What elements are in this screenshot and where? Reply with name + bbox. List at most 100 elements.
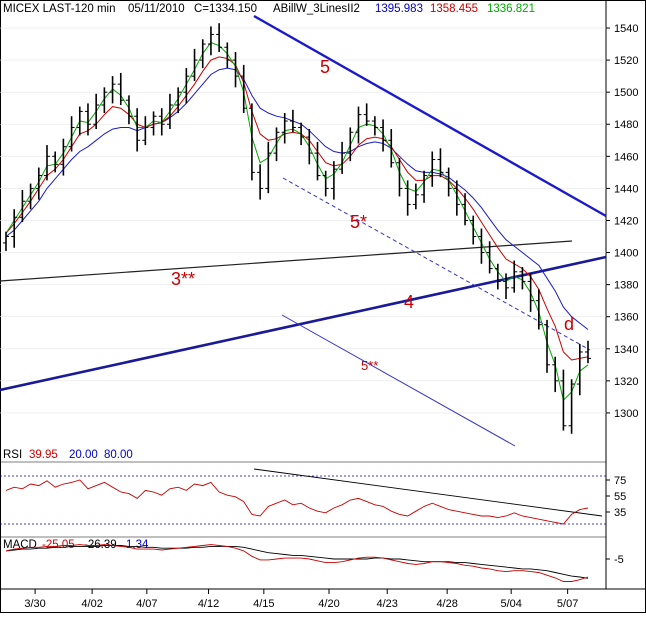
price-bar bbox=[552, 356, 559, 393]
time-tick-label: 4/12 bbox=[198, 598, 219, 610]
time-axis-ticks: 3/30 4/02 4/07 4/12 4/15 4/20 4/23 4/28 5/04 5/07 bbox=[24, 589, 578, 610]
price-tick-label: 1540 bbox=[614, 23, 638, 35]
time-tick-label: 4/23 bbox=[376, 598, 397, 610]
price-bar bbox=[166, 93, 173, 130]
price-bar bbox=[84, 103, 91, 136]
price-bar bbox=[60, 138, 67, 176]
rsi-tick-label: 55 bbox=[614, 491, 626, 503]
time-tick-label: 4/07 bbox=[136, 598, 157, 610]
price-bar bbox=[117, 72, 124, 105]
macd-series bbox=[5, 544, 589, 582]
rsi-axis-ticks: 35 55 75 bbox=[606, 475, 626, 519]
chart-title: MICEX LAST-120 min bbox=[3, 3, 115, 15]
price-bar bbox=[207, 26, 214, 56]
price-bar bbox=[363, 103, 370, 126]
price-tick-label: 1340 bbox=[614, 344, 638, 356]
price-bar bbox=[462, 193, 469, 226]
macd-line bbox=[5, 544, 589, 582]
price-bar bbox=[339, 141, 346, 174]
price-tick-label: 1520 bbox=[614, 55, 638, 67]
rsi-levels bbox=[0, 475, 606, 525]
time-tick-label: 5/07 bbox=[557, 598, 578, 610]
price-bar bbox=[158, 108, 165, 136]
red-line-series bbox=[5, 56, 589, 361]
price-bar bbox=[76, 106, 83, 136]
rsi-tick-label: 35 bbox=[614, 507, 626, 519]
price-bar bbox=[125, 95, 132, 125]
price-tick-label: 1480 bbox=[614, 119, 638, 131]
price-bar bbox=[585, 340, 591, 364]
time-tick-label: 3/30 bbox=[24, 598, 45, 610]
price-bar bbox=[52, 151, 59, 173]
price-bar bbox=[355, 106, 362, 144]
price-bar bbox=[298, 122, 305, 146]
green-line-series bbox=[5, 41, 589, 402]
rsi-tick-label: 75 bbox=[614, 475, 626, 487]
rsi-label: RSI bbox=[3, 449, 22, 461]
price-bar bbox=[527, 273, 534, 312]
annotation-5-double-star: 5** bbox=[361, 358, 378, 373]
price-bar bbox=[322, 170, 329, 197]
blue-line bbox=[5, 67, 589, 330]
price-bar bbox=[248, 103, 255, 181]
price-bar bbox=[429, 151, 436, 187]
macd-value: -25.05 bbox=[42, 539, 75, 551]
price-tick-label: 1400 bbox=[614, 248, 638, 260]
price-tick-label: 1420 bbox=[614, 215, 638, 227]
price-bar bbox=[519, 266, 526, 290]
price-bar bbox=[19, 190, 26, 223]
price-bar bbox=[175, 87, 182, 114]
trendline-4 bbox=[0, 255, 607, 392]
price-bar bbox=[437, 148, 444, 178]
price-bar bbox=[281, 113, 288, 144]
price-bar bbox=[224, 42, 231, 69]
trendline-5-star bbox=[282, 177, 591, 351]
price-tick-label: 1440 bbox=[614, 183, 638, 195]
price-bar bbox=[150, 111, 157, 136]
price-bar bbox=[3, 231, 9, 251]
price-bar bbox=[544, 319, 551, 373]
rsi-trendline bbox=[253, 468, 603, 517]
price-bar bbox=[330, 161, 337, 200]
price-bar bbox=[404, 180, 411, 216]
price-bar bbox=[486, 241, 493, 274]
price-bar bbox=[347, 127, 354, 162]
annotation-5: 5 bbox=[320, 57, 330, 77]
price-tick-label: 1360 bbox=[614, 312, 638, 324]
macd-signal-line bbox=[5, 545, 589, 579]
time-tick-label: 4/28 bbox=[436, 598, 457, 610]
rsi-level-high: 80.00 bbox=[104, 449, 133, 461]
trendline-5 bbox=[253, 14, 607, 218]
price-bar bbox=[109, 76, 116, 104]
macd-tick-label: -5 bbox=[614, 554, 624, 566]
price-bar bbox=[134, 108, 141, 152]
price-bar bbox=[289, 109, 296, 133]
price-bar bbox=[216, 23, 223, 53]
rsi-line bbox=[5, 479, 589, 525]
price-bar bbox=[470, 215, 477, 245]
red-line bbox=[5, 56, 589, 361]
price-bar bbox=[421, 170, 428, 203]
price-tick-label: 1380 bbox=[614, 280, 638, 292]
green-line bbox=[5, 41, 589, 402]
price-bar bbox=[560, 369, 567, 431]
annotation-4: 4 bbox=[404, 292, 414, 312]
price-bar bbox=[511, 260, 518, 293]
price-bar bbox=[183, 68, 190, 104]
macd-label: MACD bbox=[3, 539, 37, 551]
price-bar bbox=[240, 64, 247, 114]
price-tick-label: 1460 bbox=[614, 151, 638, 163]
price-bar bbox=[568, 379, 575, 434]
price-bar bbox=[191, 48, 198, 81]
price-bar bbox=[445, 167, 452, 197]
price-bar bbox=[273, 127, 280, 162]
price-bar bbox=[380, 119, 387, 152]
rsi-series bbox=[5, 479, 589, 525]
price-bar bbox=[199, 39, 206, 69]
red-line-value: 1358.455 bbox=[430, 3, 478, 15]
annotation-5-star: 5* bbox=[350, 212, 367, 232]
price-bar bbox=[576, 343, 583, 396]
price-bar bbox=[388, 129, 395, 168]
